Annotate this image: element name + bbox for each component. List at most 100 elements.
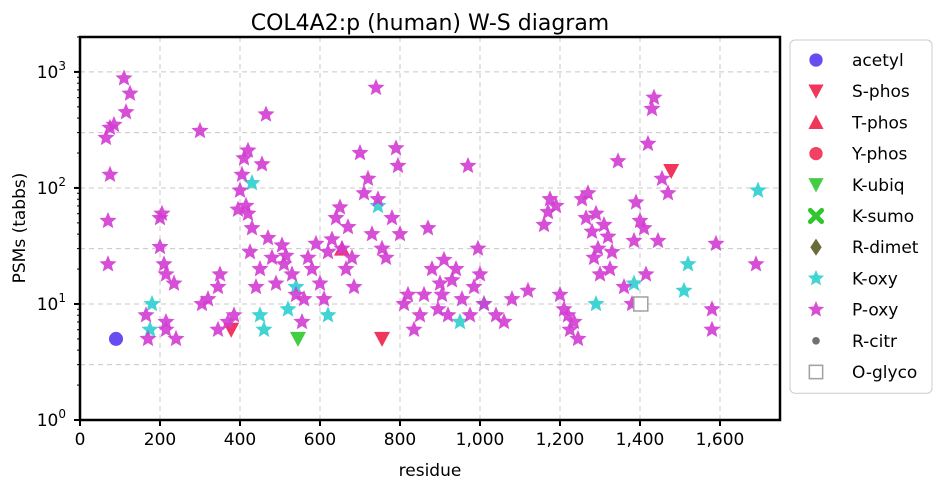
x-tick-label: 1,000 [456,430,505,450]
point-p-oxy [327,209,345,226]
point-p-oxy [193,294,211,312]
point-p-oxy [339,218,357,235]
point-k-oxy [319,306,337,323]
point-p-oxy [395,294,413,312]
point-p-oxy [359,169,377,187]
legend-label-o-glyco: O-glyco [852,363,917,383]
point-p-oxy [443,271,461,288]
point-p-oxy [319,243,337,260]
point-p-oxy [707,234,725,252]
point-p-oxy [423,260,441,277]
point-o-glyco [633,296,649,312]
point-p-oxy [539,203,557,220]
point-p-oxy [573,190,591,207]
point-p-oxy [199,290,217,307]
point-p-oxy [239,204,257,221]
point-p-oxy [703,320,721,337]
x-tick-label: 200 [144,430,176,450]
point-p-oxy [453,290,471,307]
legend-marker-p-oxy [807,301,825,317]
point-p-oxy [367,78,385,96]
point-p-oxy [433,285,451,303]
legend-marker-k-sumo [807,207,825,225]
x-tick-label: 1,600 [696,430,745,450]
point-k-oxy [279,300,297,317]
point-p-oxy [471,265,489,282]
point-p-oxy [383,209,401,226]
point-p-oxy [283,265,301,282]
point-p-oxy [253,155,271,172]
point-p-oxy [363,225,381,242]
point-p-oxy [275,255,293,272]
point-p-oxy [293,312,311,330]
axes: 0 200 400 600 800 1,000 1,200 1,400 1,600 100 101 1… [37,35,782,450]
point-p-oxy [569,329,587,347]
point-s-phos [663,163,680,179]
point-p-oxy [377,248,395,266]
x-tick-label: 1,400 [616,430,665,450]
point-k-ubiq [290,331,306,347]
point-p-oxy [303,260,321,277]
legend-box [789,39,933,394]
point-p-oxy [273,236,291,253]
point-p-oxy [579,184,597,201]
point-p-oxy [551,285,569,303]
point-p-oxy [115,69,133,86]
legend-marker-s-phos [808,84,824,99]
point-k-oxy [679,255,697,272]
x-tick-label: 600 [304,430,336,450]
point-p-oxy [475,294,493,312]
point-p-oxy [209,278,227,295]
point-p-oxy [635,219,653,236]
legend-marker-acetyl [809,53,823,67]
point-p-oxy [589,239,607,256]
point-p-oxy [391,225,409,242]
x-tick-label: 0 [75,430,86,450]
legend-label-p-oxy: P-oxy [852,301,898,321]
point-k-oxy [143,294,161,312]
point-p-oxy [637,265,655,282]
legend: acetyl S-phos T-phos Y-phos K-ubiq K-sumo R-di… [789,39,933,394]
point-p-oxy [519,281,537,299]
point-p-oxy [105,115,123,133]
chart-title: COL4A2:p (human) W-S diagram [251,11,610,36]
point-p-oxy [461,306,479,323]
point-p-oxy [583,222,601,239]
x-tick-label: 800 [384,430,416,450]
point-s-phos [374,331,390,347]
legend-label-r-citr: R-citr [852,332,897,352]
point-p-oxy [459,156,477,174]
point-p-oxy [137,306,155,323]
point-p-oxy [587,204,605,221]
point-k-oxy [243,174,261,191]
point-p-oxy [439,306,457,323]
point-p-oxy [487,306,505,323]
point-p-oxy [257,105,275,122]
y-axis-label: PSMs (tabbs) [10,173,30,284]
point-p-oxy [155,255,173,272]
point-p-oxy [231,181,249,198]
point-p-oxy [311,274,329,291]
point-p-oxy [431,274,449,291]
point-p-oxy [561,320,579,337]
point-p-oxy [241,243,259,260]
point-p-oxy [277,246,295,264]
point-p-oxy [235,149,253,166]
point-p-oxy [535,215,553,233]
point-p-oxy [157,265,175,282]
point-p-oxy [299,248,317,266]
point-p-oxy [659,184,677,201]
point-p-oxy [625,231,643,249]
data-points [97,69,767,347]
legend-label-k-sumo: K-sumo [852,207,914,227]
point-p-oxy [211,265,229,282]
point-k-oxy [749,181,767,198]
point-k-oxy [141,320,159,337]
point-p-oxy [139,329,157,347]
point-p-oxy [121,84,139,101]
point-p-oxy [237,196,255,214]
point-k-oxy [451,312,469,330]
point-p-oxy [405,320,423,337]
